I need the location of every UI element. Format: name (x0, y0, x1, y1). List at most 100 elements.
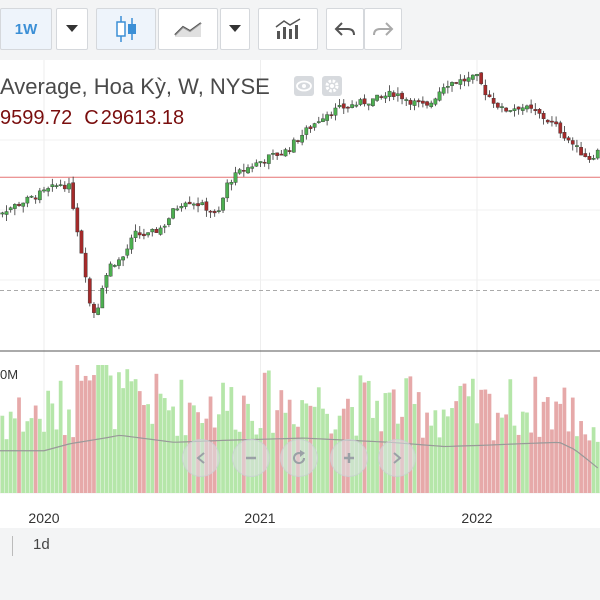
reset-button[interactable] (280, 439, 318, 477)
candle-body (354, 104, 359, 107)
candle-body (520, 107, 525, 111)
volume-bar (71, 437, 76, 493)
candle-body (445, 86, 450, 88)
candle-body (587, 156, 592, 160)
candle-body (46, 188, 51, 192)
volume-bar (325, 413, 329, 493)
timeframe-button[interactable]: 1d (33, 536, 50, 553)
candle-body (296, 140, 300, 142)
candle-body (529, 104, 533, 109)
chevron-down-icon (66, 25, 78, 32)
volume-bar (375, 400, 379, 493)
candle-body (566, 137, 571, 141)
volume-bar (37, 418, 42, 493)
volume-bar (579, 421, 583, 493)
candle-body (291, 139, 296, 153)
zoom-in-button[interactable] (330, 439, 368, 477)
volume-bar (104, 365, 109, 493)
candle-body (158, 227, 163, 235)
candle-body (8, 207, 13, 211)
candle-body (412, 100, 417, 106)
gear-icon[interactable] (322, 76, 343, 96)
indicators-icon (275, 18, 301, 39)
volume-bar (17, 397, 21, 493)
candle-body (100, 288, 105, 309)
candle-body (470, 74, 475, 80)
volume-bar (587, 440, 592, 493)
candle-body (346, 106, 350, 109)
candle-body (450, 82, 454, 86)
redo-icon (373, 22, 394, 36)
eye-icon[interactable] (293, 76, 314, 96)
candle-body (279, 153, 284, 156)
candle-body (192, 203, 196, 206)
zoom-in-icon (344, 453, 354, 463)
candle-body (454, 82, 459, 84)
candle-body (96, 307, 100, 315)
scroll-left-button[interactable] (182, 439, 220, 477)
volume-bar (150, 423, 155, 493)
line-type-button[interactable] (158, 8, 218, 50)
candlestick-type-button[interactable] (96, 8, 156, 50)
volume-bar (171, 406, 175, 493)
scroll-right-button[interactable] (378, 439, 416, 477)
volume-label: 0M (0, 367, 19, 382)
x-tick-label: 2022 (461, 510, 493, 526)
volume-bar (491, 440, 496, 493)
chart-area[interactable] (0, 60, 600, 528)
volume-bar (508, 379, 513, 493)
candle-body (212, 210, 217, 214)
volume-bar (29, 418, 34, 493)
candle-body (200, 202, 205, 205)
timeframe-bar: 1d (0, 528, 600, 600)
chart-toolbar: 1W (0, 0, 600, 60)
volume-bar (58, 380, 63, 493)
candle-body (137, 232, 142, 236)
volume-bar (21, 431, 26, 493)
candle-body (595, 149, 600, 159)
candle-body (379, 96, 384, 98)
volume-bar (550, 429, 554, 493)
volume-bar (266, 370, 271, 493)
candle-body (175, 208, 180, 211)
type-dropdown-button[interactable] (220, 8, 250, 50)
volume-bar (566, 431, 571, 493)
candle-body (316, 121, 321, 123)
candle-body (437, 91, 442, 101)
candle-body (275, 152, 280, 156)
candle-body (125, 248, 130, 256)
interval-dropdown-button[interactable] (56, 8, 88, 50)
indicators-button[interactable] (258, 8, 318, 50)
candle-body (441, 87, 446, 94)
volume-bar (316, 387, 321, 493)
candle-body (250, 166, 255, 169)
candle-body (183, 202, 188, 207)
volume-bar (87, 380, 92, 493)
volume-bar (96, 365, 100, 493)
candle-body (358, 99, 363, 105)
candle-body (341, 103, 346, 109)
interval-button[interactable]: 1W (0, 8, 52, 50)
volume-bar (8, 411, 13, 493)
volume-bar (479, 389, 484, 493)
candle-body (362, 98, 367, 105)
candle-body (229, 182, 234, 185)
candle-body (516, 106, 521, 110)
candle-body (50, 184, 55, 188)
candle-body (371, 98, 375, 106)
volume-bar (33, 405, 38, 493)
zoom-out-button[interactable] (232, 439, 270, 477)
undo-button[interactable] (326, 8, 364, 50)
volume-bar (67, 409, 71, 493)
candle-body (37, 190, 42, 201)
price-chart[interactable] (0, 60, 600, 528)
candle-body (537, 109, 542, 114)
candle-body (545, 119, 550, 123)
candle-body (79, 230, 84, 254)
candle-body (162, 225, 167, 228)
symbol-title: Average, Hoa Kỳ, W, NYSE (0, 74, 343, 100)
candle-body (150, 229, 155, 233)
candle-body (287, 150, 292, 152)
redo-button[interactable] (364, 8, 402, 50)
candle-body (383, 95, 388, 99)
